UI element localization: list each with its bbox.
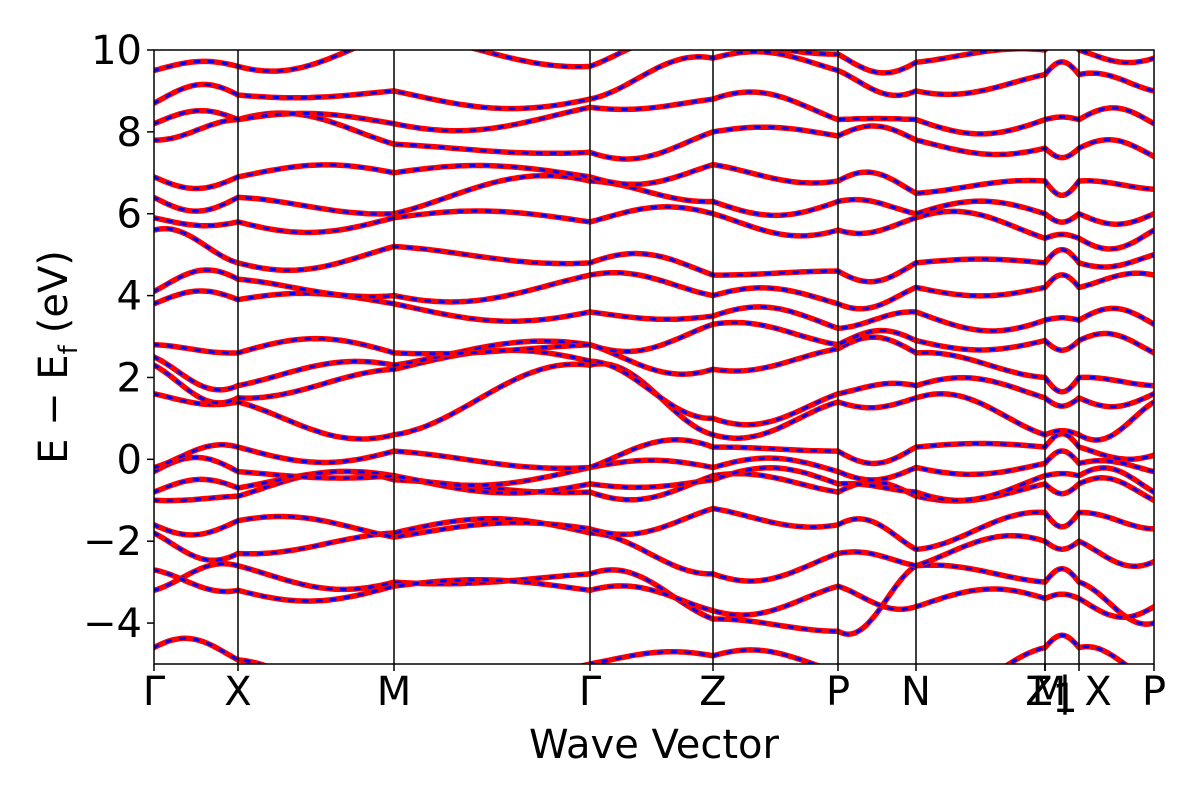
y-axis-title-main: E − E bbox=[31, 354, 77, 464]
band-line-overlay bbox=[154, 633, 1128, 664]
band-line bbox=[154, 225, 1154, 285]
band-line-overlay bbox=[154, 362, 1154, 442]
y-axis-title-subscript: f bbox=[54, 344, 84, 354]
band-line-overlay bbox=[154, 268, 1154, 311]
y-axis: −4 −2 0 2 4 6 8 10 bbox=[83, 28, 154, 647]
y-tick-label: −4 bbox=[83, 601, 142, 647]
x-tick-label: Γ bbox=[143, 669, 166, 715]
y-tick-label: −2 bbox=[83, 519, 142, 565]
band-line-overlay bbox=[154, 227, 1154, 284]
band-line-overlay bbox=[154, 320, 1154, 356]
x-axis-title: Wave Vector bbox=[529, 722, 780, 768]
x-tick-label: | X bbox=[1058, 669, 1112, 715]
band-line bbox=[154, 430, 1154, 472]
x-tick-label: 1 bbox=[1052, 676, 1077, 722]
x-tick-label: Z bbox=[1025, 669, 1052, 715]
high-symmetry-lines bbox=[237, 50, 1080, 664]
band-line-overlay bbox=[154, 335, 1154, 394]
band-line bbox=[154, 632, 1130, 664]
x-tick-label: P bbox=[1142, 669, 1166, 715]
y-tick-label: 4 bbox=[117, 274, 142, 320]
x-tick-label: M bbox=[1032, 669, 1067, 715]
x-tick-label: M bbox=[377, 669, 412, 715]
x-tick-label: P bbox=[826, 669, 850, 715]
y-tick-label: 6 bbox=[117, 192, 142, 238]
band-line-overlay bbox=[154, 348, 1154, 427]
band-line-overlay bbox=[154, 432, 1154, 470]
band-line bbox=[154, 50, 1154, 76]
y-tick-label: 10 bbox=[91, 28, 142, 74]
band-line-overlay bbox=[154, 449, 1154, 487]
band-line-overlay bbox=[154, 90, 1154, 136]
band-line-overlay bbox=[154, 568, 1154, 619]
band-line-overlay bbox=[154, 163, 1154, 197]
x-tick-label: N bbox=[901, 669, 931, 715]
plot-frame bbox=[153, 49, 1155, 665]
band-line-overlay bbox=[154, 469, 1154, 503]
band-line bbox=[154, 448, 1154, 489]
band-line-overlay bbox=[154, 174, 1154, 226]
y-axis-title-unit: (eV) bbox=[31, 250, 77, 333]
x-tick-label: X bbox=[224, 669, 251, 715]
band-line-overlay bbox=[154, 289, 1154, 333]
x-tick-label: Γ bbox=[579, 669, 602, 715]
band-line-overlay bbox=[154, 50, 1154, 111]
band-line bbox=[154, 360, 1154, 443]
band-line-overlay bbox=[154, 506, 1154, 551]
y-tick-label: 0 bbox=[117, 437, 142, 483]
y-axis-title: E − Ef (eV) bbox=[31, 250, 84, 464]
band-line bbox=[154, 50, 1154, 112]
band-line-overlay bbox=[154, 205, 1154, 251]
band-line bbox=[154, 110, 1154, 162]
band-line-overlay bbox=[154, 562, 1154, 636]
y-tick-label: 2 bbox=[117, 355, 142, 401]
y-tick-label: 8 bbox=[117, 110, 142, 156]
band-line-overlay bbox=[154, 517, 1154, 583]
x-tick-label: Z bbox=[699, 669, 726, 715]
bands-layer bbox=[154, 50, 1154, 664]
band-line bbox=[154, 204, 1154, 252]
band-line-overlay bbox=[154, 466, 1154, 502]
